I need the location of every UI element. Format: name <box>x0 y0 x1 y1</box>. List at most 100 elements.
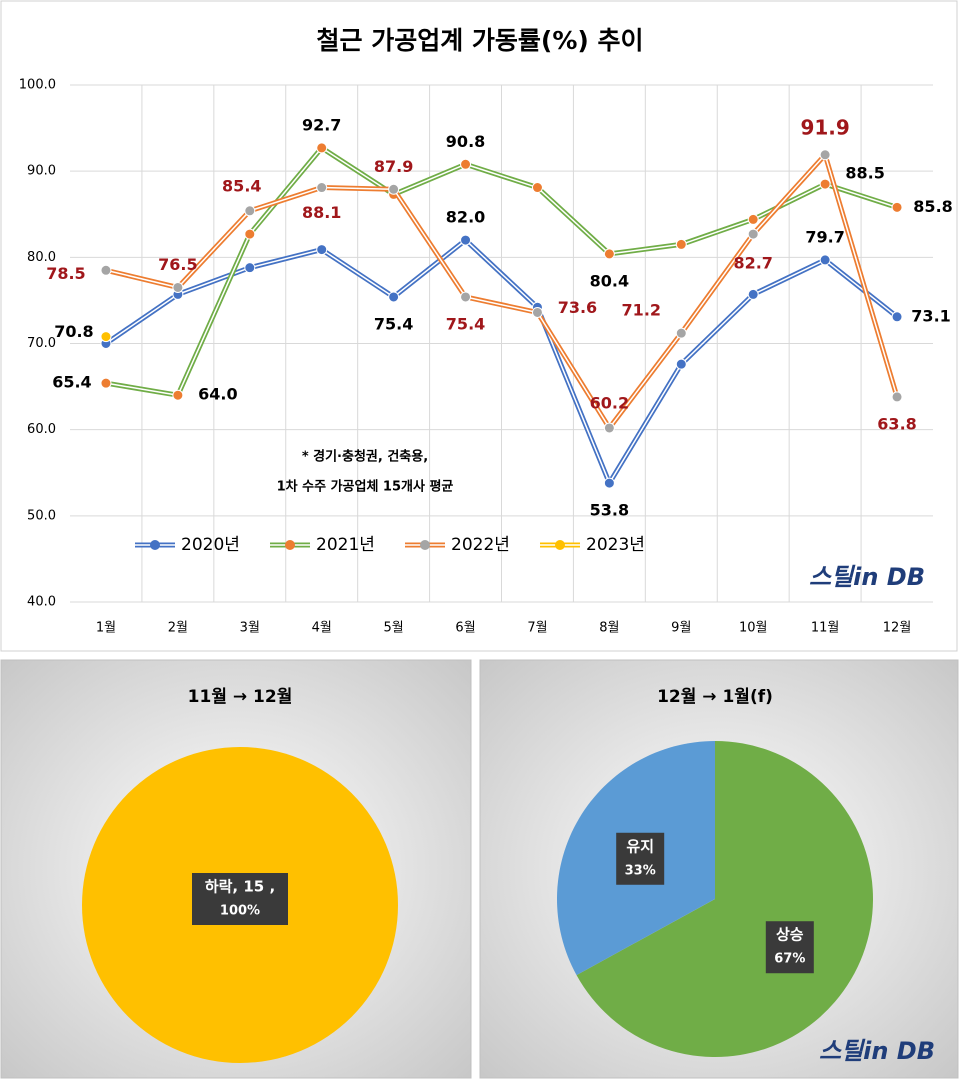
marker <box>747 228 759 240</box>
label-box <box>765 921 814 974</box>
data-label: 53.8 <box>590 501 629 520</box>
marker <box>100 264 112 276</box>
legend-label: 2022년 <box>451 535 510 555</box>
logo: 스틸in DB <box>819 1037 935 1065</box>
y-tick-label: 50.0 <box>27 508 56 523</box>
legend-marker <box>285 540 295 550</box>
y-tick-label: 90.0 <box>27 164 56 179</box>
data-label: 88.1 <box>302 203 341 222</box>
y-tick-label: 100.0 <box>19 78 56 93</box>
y-tick-label: 60.0 <box>27 422 56 437</box>
data-label: 75.4 <box>374 314 413 333</box>
data-label: 78.5 <box>46 264 85 283</box>
marker <box>603 422 615 434</box>
slice-label: 상승 <box>776 926 804 944</box>
legend-label: 2023년 <box>586 535 645 555</box>
x-tick-label: 10월 <box>739 621 768 636</box>
marker <box>891 391 903 403</box>
marker <box>316 182 328 194</box>
data-label: 60.2 <box>590 393 629 412</box>
logo: 스틸in DB <box>809 563 925 591</box>
data-label: 87.9 <box>374 157 413 176</box>
marker <box>316 142 328 154</box>
marker <box>244 262 256 274</box>
label-box <box>616 832 665 885</box>
x-tick-label: 12월 <box>883 621 912 636</box>
marker <box>388 183 400 195</box>
data-label: 91.9 <box>800 115 849 139</box>
x-tick-label: 2월 <box>168 621 188 636</box>
data-label: 85.8 <box>913 197 952 216</box>
marker <box>244 205 256 217</box>
series-line-inner <box>105 154 898 429</box>
annotation: * 경기·충청권, 건축용, <box>302 449 428 465</box>
marker <box>100 377 112 389</box>
marker <box>747 288 759 300</box>
data-label: 76.5 <box>158 255 197 274</box>
y-tick-label: 70.0 <box>27 336 56 351</box>
data-label: 90.8 <box>446 132 485 151</box>
marker <box>244 228 256 240</box>
annotation: 1차 수주 가공업체 15개사 평균 <box>277 479 454 495</box>
marker <box>819 149 831 161</box>
pie-slice <box>576 741 873 1058</box>
y-tick-label: 80.0 <box>27 250 56 265</box>
data-label: 63.8 <box>877 414 916 433</box>
marker <box>100 331 112 343</box>
x-tick-label: 11월 <box>811 621 840 636</box>
data-label: 71.2 <box>622 301 661 320</box>
series-line-inner <box>105 239 898 484</box>
legend-label: 2021년 <box>316 535 375 555</box>
chart-title: 11월 → 12월 <box>188 687 293 707</box>
marker <box>747 213 759 225</box>
marker <box>891 201 903 213</box>
data-label: 80.4 <box>590 271 629 290</box>
data-label: 64.0 <box>198 385 237 404</box>
data-label: 82.0 <box>446 208 485 227</box>
marker <box>675 358 687 370</box>
marker <box>603 248 615 260</box>
label-box <box>192 873 288 925</box>
data-label: 73.1 <box>911 306 950 325</box>
data-label: 92.7 <box>302 115 341 134</box>
y-tick-label: 40.0 <box>27 595 56 610</box>
data-label: 82.7 <box>733 254 772 273</box>
x-tick-label: 6월 <box>455 621 475 636</box>
data-label: 88.5 <box>845 164 884 183</box>
data-label: 75.4 <box>446 314 485 333</box>
x-tick-label: 7월 <box>527 621 547 636</box>
data-label: 70.8 <box>54 322 93 341</box>
slice-label: 하락, 15 , <box>205 878 275 896</box>
marker <box>675 238 687 250</box>
slice-label: 유지 <box>626 837 654 855</box>
marker <box>172 281 184 293</box>
slice-label: 67% <box>774 952 805 967</box>
legend-label: 2020년 <box>181 535 240 555</box>
marker <box>675 327 687 339</box>
slice-label: 100% <box>220 904 260 919</box>
marker <box>819 178 831 190</box>
x-tick-label: 3월 <box>240 621 260 636</box>
legend-marker <box>555 540 565 550</box>
marker <box>603 477 615 489</box>
x-tick-label: 4월 <box>312 621 332 636</box>
marker <box>819 254 831 266</box>
marker <box>460 158 472 170</box>
x-tick-label: 5월 <box>384 621 404 636</box>
marker <box>531 306 543 318</box>
x-tick-label: 1월 <box>96 621 116 636</box>
chart-title: 철근 가공업계 가동률(%) 추이 <box>316 26 643 55</box>
data-label: 65.4 <box>52 373 91 392</box>
marker <box>460 291 472 303</box>
series-line-inner <box>105 147 898 396</box>
slice-label: 33% <box>625 863 656 878</box>
data-label: 73.6 <box>558 298 597 317</box>
legend-marker <box>420 540 430 550</box>
chart-title: 12월 → 1월(f) <box>657 687 773 707</box>
marker <box>891 311 903 323</box>
data-label: 79.7 <box>805 227 844 246</box>
legend-marker <box>150 540 160 550</box>
marker <box>460 234 472 246</box>
marker <box>172 389 184 401</box>
